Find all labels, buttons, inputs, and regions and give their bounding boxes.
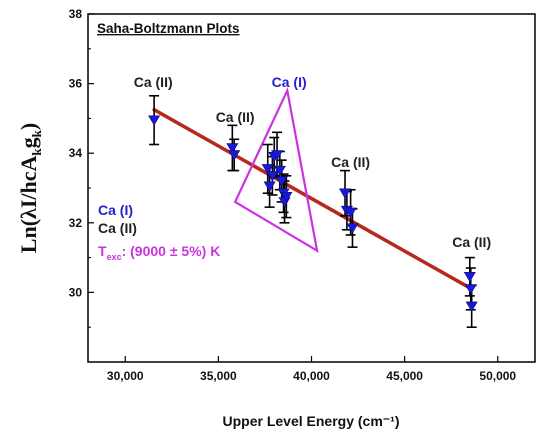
data-point: [261, 164, 274, 175]
data-point: [273, 165, 286, 177]
axis-ticks: 30,000 35,000 40,000 45,000 50,000 30 32 34 36 38: [69, 7, 517, 383]
ylabel-e: ): [16, 123, 41, 130]
data-point: [266, 171, 279, 182]
data-point: [228, 150, 241, 161]
y-tick-label: 30: [69, 285, 83, 299]
data-point: [263, 181, 276, 192]
ylabel-d: k: [29, 129, 44, 137]
data-point: [339, 188, 352, 199]
data-point: [271, 150, 284, 161]
legend: Ca (I) Ca (II) Texc: (9000 ± 5%) K: [98, 202, 220, 262]
data-point: [346, 223, 359, 234]
x-tick-label: 50,000: [479, 369, 516, 383]
legend-ion1-label: Ca (I): [98, 202, 133, 218]
data-point: [465, 301, 478, 312]
y-axis-label: Ln(λI/hcAkgk): [16, 123, 44, 253]
texc-main: T: [98, 243, 107, 259]
y-tick-label: 32: [69, 216, 83, 230]
chart-title: Saha-Boltzmann Plots: [97, 21, 240, 36]
data-point: [464, 284, 477, 295]
selection-triangle: [233, 86, 319, 253]
x-tick-label: 45,000: [386, 369, 423, 383]
annotation-ca-ii: Ca (II): [331, 154, 370, 170]
y-tick-label: 34: [69, 146, 83, 160]
x-axis-label: Upper Level Energy (cm⁻¹): [223, 413, 400, 429]
data-point: [280, 192, 293, 203]
ylabel-a: Ln(λI/hcA: [16, 155, 41, 253]
legend-ion2-label: Ca (II): [98, 220, 137, 236]
ylabel-c: g: [16, 137, 41, 148]
annotation-ca-ii: Ca (II): [134, 74, 173, 90]
data-point: [148, 115, 161, 126]
texc-sub: exc: [107, 252, 122, 262]
data-point: [275, 176, 288, 187]
legend-texc: Texc: (9000 ± 5%) K: [98, 243, 220, 262]
ylabel-b: k: [29, 148, 44, 156]
texc-value: : (9000 ± 5%) K: [122, 243, 221, 259]
data-point: [344, 207, 357, 218]
fit-line: [152, 107, 474, 291]
annotations: Ca (II) Ca (I) Ca (II) Ca (II) Ca (II): [134, 74, 491, 250]
y-tick-label: 36: [69, 77, 83, 91]
data-point: [226, 143, 239, 154]
y-tick-label: 38: [69, 7, 83, 21]
data-point: [463, 272, 476, 283]
x-tick-label: 35,000: [200, 369, 237, 383]
data-marks: [148, 86, 478, 329]
x-tick-label: 40,000: [293, 369, 330, 383]
annotation-ca-ii: Ca (II): [216, 109, 255, 125]
x-tick-label: 30,000: [107, 369, 144, 383]
annotation-ca-i: Ca (I): [272, 74, 307, 90]
annotation-ca-ii: Ca (II): [452, 234, 491, 250]
